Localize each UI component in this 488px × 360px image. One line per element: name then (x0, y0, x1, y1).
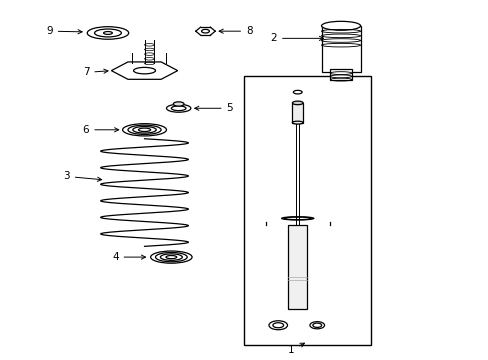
Ellipse shape (292, 121, 303, 124)
Ellipse shape (173, 102, 183, 106)
Bar (288, 225, 306, 309)
Text: 3: 3 (63, 171, 102, 181)
Text: 4: 4 (112, 252, 145, 262)
Bar (330, 69, 351, 80)
Text: 2: 2 (270, 33, 323, 43)
Text: 7: 7 (82, 67, 108, 77)
Bar (321, 26, 360, 72)
Text: 8: 8 (219, 26, 252, 36)
Ellipse shape (321, 21, 360, 30)
Ellipse shape (292, 101, 303, 105)
Text: 1: 1 (287, 343, 304, 355)
Bar (244, 76, 370, 345)
Text: 6: 6 (82, 125, 119, 135)
Bar (292, 103, 303, 123)
Text: 5: 5 (194, 103, 233, 113)
Text: 9: 9 (46, 26, 82, 36)
